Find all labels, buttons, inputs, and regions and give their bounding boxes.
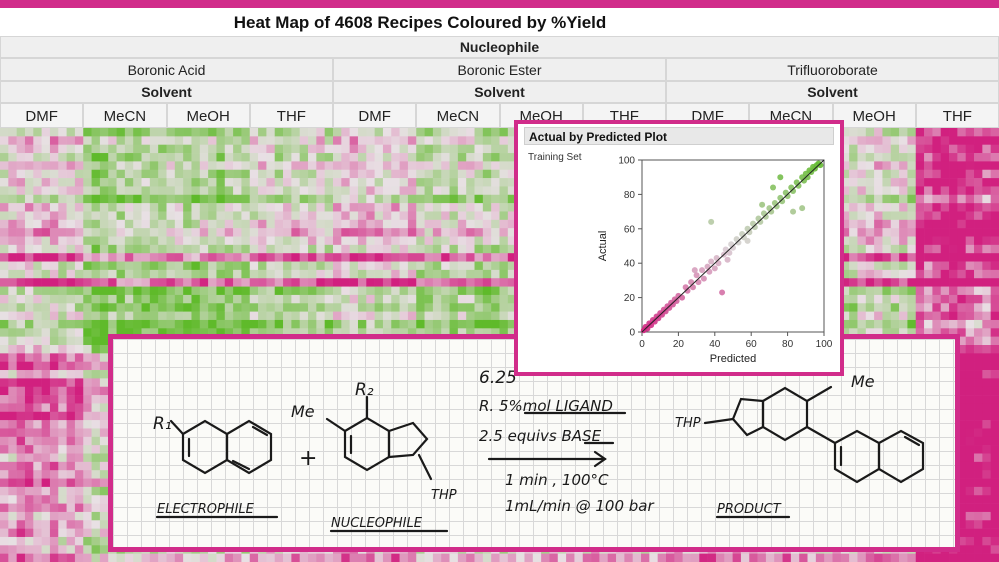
top-accent-bar bbox=[0, 0, 999, 8]
x-tick-label: 80 bbox=[782, 339, 794, 350]
x-tick-label: 60 bbox=[746, 339, 758, 350]
nucleophile-label: NUCLEOPHILE bbox=[331, 516, 423, 531]
group-header-boronic-ester: Boronic Ester bbox=[333, 58, 666, 81]
nucleophile-header: Nucleophile bbox=[0, 36, 999, 58]
y-tick-label: 100 bbox=[618, 156, 635, 167]
x-tick-label: 100 bbox=[816, 339, 833, 350]
solvent-column-dmf-2: DMF bbox=[333, 103, 417, 128]
nucleophile-ring-b bbox=[387, 421, 429, 459]
solvent-column-thf-1: THF bbox=[249, 103, 333, 128]
solvent-column-dmf-1: DMF bbox=[0, 103, 84, 128]
solvent-column-meoh-1: MeOH bbox=[166, 103, 250, 128]
actual-by-predicted-plot: 0 20 40 60 80 100 0 20 40 60 80 100 Predicted Actual bbox=[597, 156, 833, 366]
group-header-boronic-acid: Boronic Acid bbox=[0, 58, 333, 81]
scatter-point bbox=[770, 184, 777, 191]
scatter-point bbox=[693, 272, 700, 279]
thp-label-product: THP bbox=[675, 416, 701, 431]
solvent-column-mecn-2: MeCN bbox=[416, 103, 500, 128]
solvent-column-mecn-1: MeCN bbox=[83, 103, 167, 128]
x-tick-label: 0 bbox=[639, 339, 645, 350]
scatter-point bbox=[699, 267, 706, 274]
scatter-point bbox=[790, 187, 797, 194]
solvent-header-2: Solvent bbox=[333, 81, 666, 103]
x-axis-label: Predicted bbox=[710, 353, 756, 365]
electrophile-ring-b bbox=[225, 419, 273, 475]
plot-legend: Training Set bbox=[528, 152, 582, 163]
scatter-point bbox=[784, 193, 791, 200]
plot-title: Actual by Predicted Plot bbox=[524, 127, 834, 145]
scatter-point bbox=[759, 201, 766, 208]
scatter-point bbox=[719, 289, 726, 296]
scatter-point bbox=[724, 256, 731, 263]
scatter-point bbox=[817, 162, 824, 169]
conditions-line-2: R. 5%mol LIGAND bbox=[479, 397, 613, 415]
conditions-line-1: 6.25 bbox=[479, 368, 517, 388]
me-label-nucleophile: Me bbox=[291, 402, 315, 421]
product-ring-d bbox=[877, 429, 925, 484]
scatter-point bbox=[746, 229, 753, 236]
scatter-point bbox=[757, 218, 764, 225]
y-tick-label: 80 bbox=[624, 190, 636, 201]
y-tick-label: 40 bbox=[624, 259, 636, 270]
solvent-column-meoh-3: MeOH bbox=[832, 103, 916, 128]
scatter-point bbox=[708, 218, 715, 225]
x-tick-label: 40 bbox=[709, 339, 721, 350]
conditions-line-3: 2.5 equivs BASE bbox=[479, 427, 602, 445]
r1-label: R₁ bbox=[153, 414, 172, 434]
solvent-header-1: Solvent bbox=[0, 81, 333, 103]
scatter-point bbox=[790, 208, 797, 215]
product-label: PRODUCT bbox=[717, 502, 782, 517]
electrophile-label: ELECTROPHILE bbox=[157, 502, 255, 517]
scatter-point bbox=[684, 287, 691, 294]
product-ring-a bbox=[761, 386, 809, 442]
scatter-point bbox=[804, 174, 811, 181]
scatter-point bbox=[744, 237, 751, 244]
scatter-point bbox=[768, 208, 775, 215]
scatter-point bbox=[795, 182, 802, 189]
reaction-scheme: R₁ R₂ Me THP + 6.25 R. 5%mol LIGAND 2.5 … bbox=[153, 368, 925, 533]
y-tick-label: 0 bbox=[629, 328, 635, 339]
thp-label-nucleophile: THP bbox=[431, 488, 457, 503]
scatter-point bbox=[751, 224, 758, 231]
conditions-line-4: 1 min , 100°C bbox=[505, 471, 609, 489]
scatter-point bbox=[730, 244, 736, 251]
scatter-point bbox=[799, 205, 806, 212]
scatter-point bbox=[735, 239, 742, 246]
plus-sign: + bbox=[299, 446, 317, 471]
scatter-point bbox=[777, 174, 784, 181]
group-header-trifluoroborate: Trifluoroborate bbox=[666, 58, 999, 81]
scatter-point bbox=[779, 198, 786, 205]
scatter-point bbox=[773, 203, 780, 210]
solvent-header-3: Solvent bbox=[666, 81, 999, 103]
x-tick-label: 20 bbox=[673, 339, 685, 350]
conditions-line-5: 1mL/min @ 100 bar bbox=[505, 497, 655, 515]
heatmap-title: Heat Map of 4608 Recipes Coloured by %Yi… bbox=[233, 13, 607, 32]
scatter-point bbox=[762, 213, 769, 220]
fit-line bbox=[641, 159, 825, 333]
y-axis-label: Actual bbox=[597, 231, 609, 262]
solvent-column-thf-3: THF bbox=[915, 103, 999, 128]
actual-by-predicted-window: Actual by Predicted Plot Training Set 0 2… bbox=[514, 120, 844, 376]
scatter-point bbox=[673, 298, 680, 305]
r2-label: R₂ bbox=[355, 380, 374, 400]
y-tick-label: 20 bbox=[624, 293, 636, 304]
product-ring-b bbox=[731, 397, 765, 437]
me-label-product: Me bbox=[851, 372, 875, 391]
scatter-point bbox=[691, 267, 698, 274]
scatter-point bbox=[708, 258, 715, 265]
scatter-point bbox=[711, 265, 718, 272]
y-tick-label: 60 bbox=[624, 224, 636, 235]
scatter-point bbox=[700, 275, 707, 282]
